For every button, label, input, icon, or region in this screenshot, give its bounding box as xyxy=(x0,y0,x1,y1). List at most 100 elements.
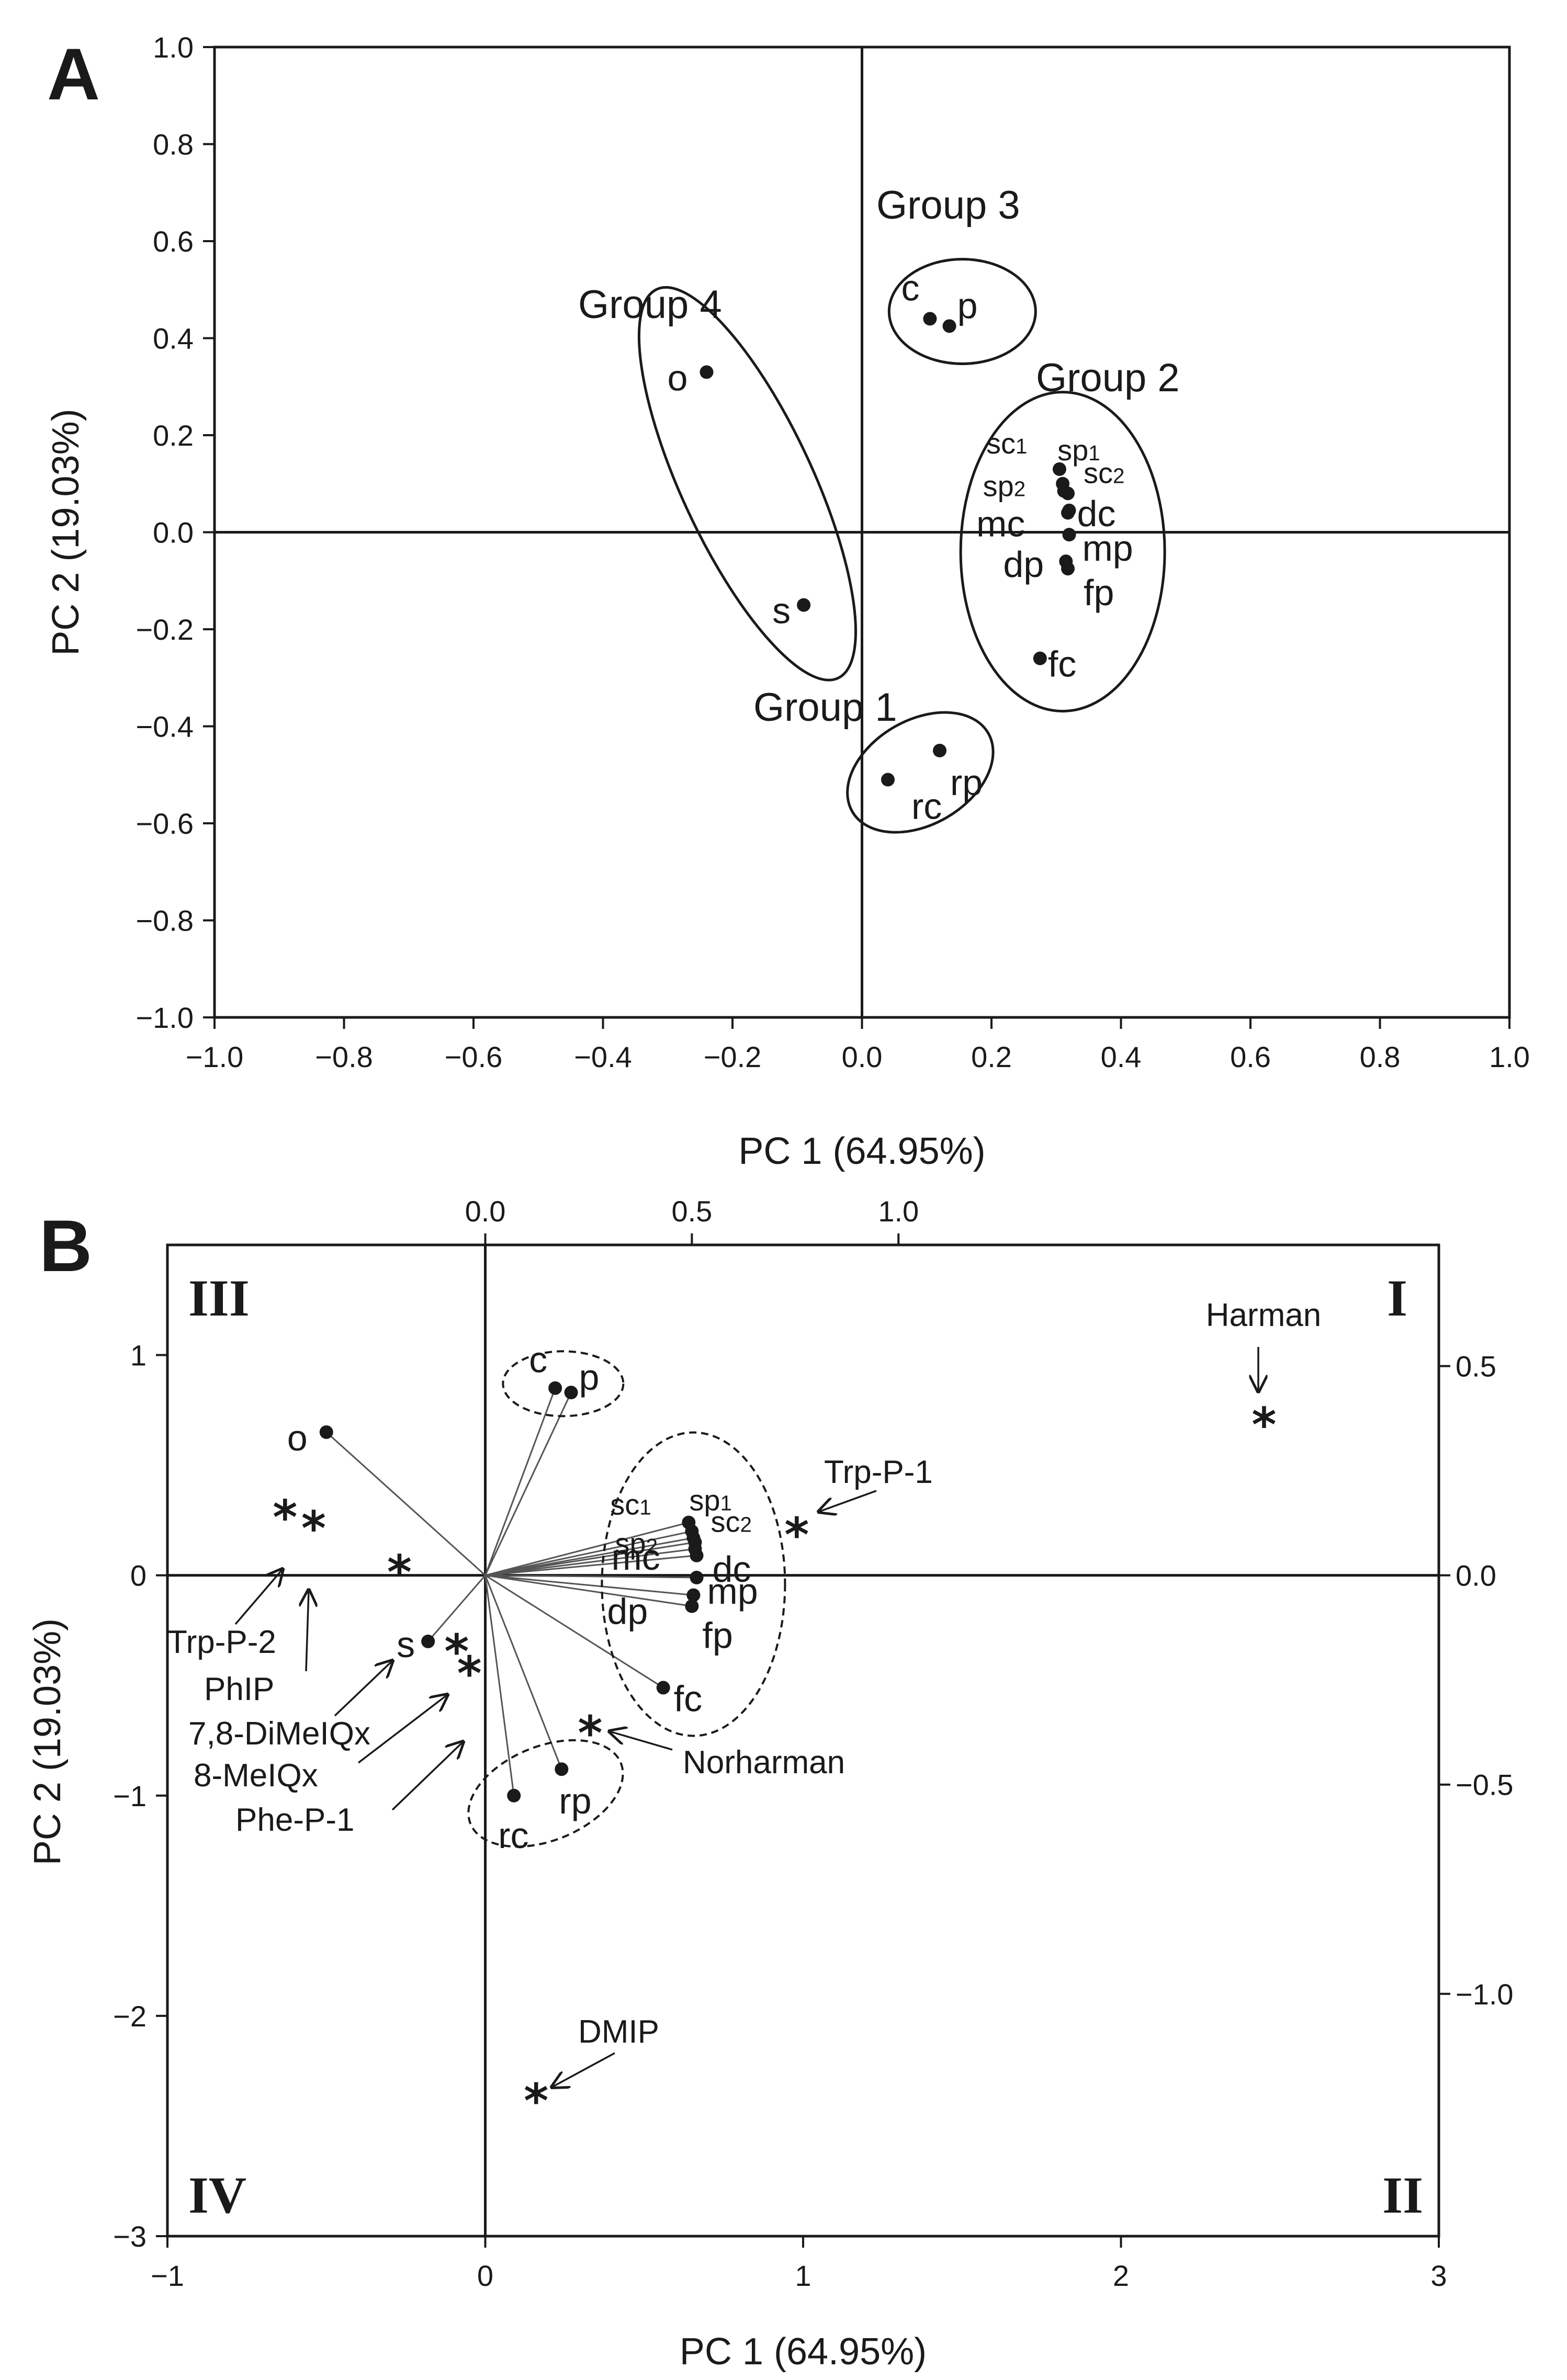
variable-marker-8-meiqx: * xyxy=(444,1625,469,1680)
panel-b-y-axis-title: PC 2 (19.03%) xyxy=(27,1618,69,1865)
group-1-ellipse xyxy=(846,711,995,834)
panel-b-loading-line-fc xyxy=(484,1574,664,1688)
panel-b-point-label-rp: rp xyxy=(559,1781,591,1821)
panel-a-point-label-mc: mc xyxy=(976,503,1025,544)
panel-a-point-rp xyxy=(933,743,946,757)
panel-b-point-c xyxy=(548,1381,562,1395)
variable-label-8-meiqx: 8-MeIQx xyxy=(194,1758,318,1794)
variable-marker-norharman: * xyxy=(578,1706,602,1761)
panel-b-loading-line-p xyxy=(484,1392,572,1576)
group-4-label: Group 4 xyxy=(578,282,722,327)
panel-b-ytick-label: 1 xyxy=(130,1339,146,1372)
variable-label-7-8-dimeiqx: 7,8-DiMeIQx xyxy=(188,1716,370,1752)
panel-b-righttick-label: −1.0 xyxy=(1456,1978,1514,2011)
panel-b-point-s xyxy=(421,1635,435,1648)
variable-label-trp-p-2: Trp-P-2 xyxy=(167,1624,276,1660)
panel-a-point-rc xyxy=(881,773,895,787)
panel-b-point-label-fp: fp xyxy=(702,1615,732,1656)
panel-a-point-label-sc2: sc2 xyxy=(1084,456,1124,489)
panel-a-point-label-o: o xyxy=(668,357,688,398)
quadrant-iv-label: IV xyxy=(188,2166,246,2224)
panel-a-point-label-sp2: sp2 xyxy=(983,470,1026,503)
panel-a-ytick-label: −0.2 xyxy=(136,613,194,646)
group-2-label: Group 2 xyxy=(1036,356,1180,400)
panel-b-ytick-label: −2 xyxy=(113,2000,146,2033)
panel-b-point-mc xyxy=(688,1542,702,1556)
panel-b-point-label-o: o xyxy=(287,1418,308,1458)
panel-b-loading-line-s xyxy=(427,1574,486,1642)
panel-a-point-label-c: c xyxy=(901,267,919,308)
variable-marker-trp-p-1: * xyxy=(784,1508,809,1562)
panel-b-group-main-ellipse xyxy=(601,1431,786,1737)
panel-a-xtick-label: 0.8 xyxy=(1360,1040,1401,1073)
panel-b-point-p xyxy=(564,1386,578,1400)
panel-b-point-label-mp: mp xyxy=(707,1571,758,1612)
panel-b-letter: B xyxy=(39,1205,92,1287)
panel-b-loading-line-rc xyxy=(484,1575,515,1796)
panel-a-point-label-fp: fp xyxy=(1084,572,1114,613)
panel-a-xtick-label: −0.6 xyxy=(445,1040,503,1073)
panel-a-xtick-label: 1.0 xyxy=(1489,1040,1530,1073)
variable-arrow-dmip xyxy=(552,2052,615,2087)
panel-b-loading-line-mc xyxy=(485,1548,695,1577)
group-3-label: Group 3 xyxy=(876,183,1020,228)
panel-a-ytick-label: 1.0 xyxy=(153,31,194,64)
panel-b-point-label-sp1: sp1 xyxy=(689,1483,732,1516)
variable-label-phip: PhIP xyxy=(204,1671,274,1707)
panel-a-ytick-label: 0.4 xyxy=(153,322,194,355)
panel-b-group-rcrp-ellipse xyxy=(467,1739,624,1848)
quadrant-i-label: I xyxy=(1387,1269,1407,1327)
variable-arrow-trp-p-2 xyxy=(234,1569,283,1625)
panel-b-xtick-label: 2 xyxy=(1113,2259,1129,2292)
panel-a-point-label-dp: dp xyxy=(1003,544,1044,585)
panel-a-ytick-label: −0.6 xyxy=(136,807,194,840)
panel-a-ytick-label: 0.8 xyxy=(153,128,194,161)
panel-a-y-axis-title: PC 2 (19.03%) xyxy=(45,409,87,655)
panel-a-xtick-label: −1.0 xyxy=(186,1040,244,1073)
panel-b-loading-line-o xyxy=(325,1431,486,1576)
panel-b-loading-line-dp xyxy=(485,1574,694,1596)
panel-b-loading-line-fp xyxy=(485,1574,692,1607)
group-4-ellipse xyxy=(637,286,857,682)
panel-b-xtick-label: 3 xyxy=(1430,2259,1447,2292)
panel-b-loading-line-sc1 xyxy=(485,1522,689,1577)
panel-b-point-label-fc: fc xyxy=(674,1678,702,1719)
panel-a-point-label-rp: rp xyxy=(950,762,983,803)
panel-a-point-s xyxy=(797,598,811,612)
panel-a-point-label-mp: mp xyxy=(1083,528,1133,569)
panel-a-point-label-s: s xyxy=(772,591,791,631)
panel-a-ytick-label: −0.4 xyxy=(136,710,194,743)
panel-a-letter: A xyxy=(47,33,100,115)
panel-b-righttick-label: 0.5 xyxy=(1456,1350,1496,1383)
panel-b-point-label-sc1: sc1 xyxy=(610,1488,651,1521)
panel-a-xtick-label: −0.2 xyxy=(704,1040,762,1073)
panel-a-point-label-rc: rc xyxy=(911,786,942,827)
variable-label-trp-p-1: Trp-P-1 xyxy=(824,1454,933,1490)
panel-b-group-cp-ellipse xyxy=(502,1350,625,1418)
panel-a-point-label-sc1: sc1 xyxy=(986,427,1027,460)
variable-marker-trp-p-2: * xyxy=(273,1490,297,1545)
variable-marker-dmip: * xyxy=(524,2074,548,2129)
variable-arrow-7-8-dimeiqx xyxy=(334,1661,392,1717)
panel-b-xtick-label: 0 xyxy=(477,2259,493,2292)
panel-a-point-p xyxy=(942,319,956,333)
quadrant-ii-label: II xyxy=(1382,2166,1423,2224)
panel-a-ytick-label: 0.0 xyxy=(153,516,194,549)
variable-arrow-phe-p-1 xyxy=(391,1742,463,1811)
variable-arrow-norharman xyxy=(610,1731,673,1751)
group-2-ellipse xyxy=(959,391,1166,713)
panel-b-point-rc xyxy=(507,1788,521,1803)
panel-a-xtick-label: 0.0 xyxy=(842,1040,883,1073)
panel-b-loading-line-rp xyxy=(484,1575,562,1770)
panel-a-point-label-p: p xyxy=(957,285,978,326)
variable-arrow-trp-p-1 xyxy=(819,1490,877,1512)
panel-b-xtick-label: 1 xyxy=(795,2259,811,2292)
variable-label-norharman: Norharman xyxy=(683,1744,845,1781)
variable-marker-7-8-dimeiqx: * xyxy=(387,1545,412,1600)
panel-a-point-mp xyxy=(1062,528,1076,542)
variable-marker-phe-p-1: * xyxy=(457,1647,482,1702)
panel-b-toptick-label: 0.5 xyxy=(671,1195,712,1228)
panel-a-point-sc2 xyxy=(1061,486,1075,501)
panel-b-loading-line-mp xyxy=(485,1574,697,1579)
panel-a-point-fp xyxy=(1061,562,1075,576)
